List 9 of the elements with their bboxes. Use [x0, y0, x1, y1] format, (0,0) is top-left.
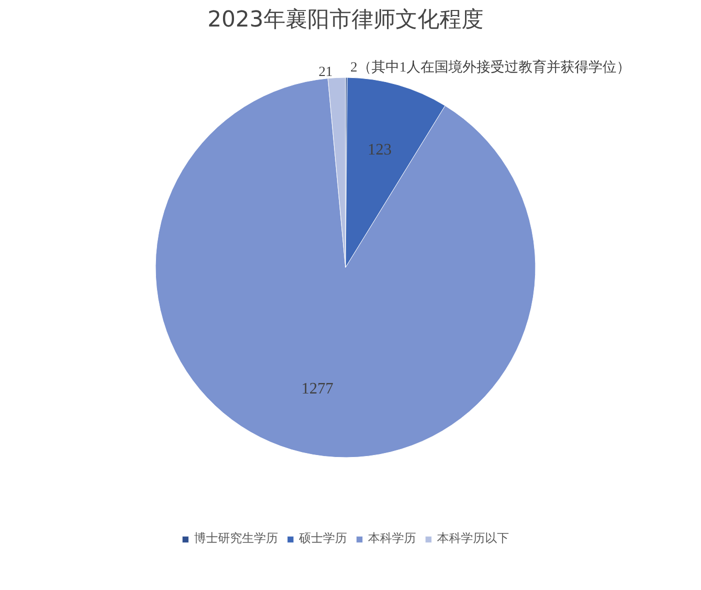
legend-label: 本科学历以下 — [437, 530, 509, 547]
data-label: 21 — [318, 64, 333, 80]
data-label: 1277 — [301, 380, 334, 398]
data-label: 2（其中1人在国境外接受过教育并获得学位） — [350, 58, 630, 76]
legend-label: 本科学历 — [368, 530, 416, 547]
legend-label: 硕士学历 — [299, 530, 347, 547]
legend-label: 博士研究生学历 — [194, 530, 278, 547]
data-label: 123 — [368, 141, 392, 158]
chart-title: 2023年襄阳市律师文化程度 — [208, 8, 484, 32]
